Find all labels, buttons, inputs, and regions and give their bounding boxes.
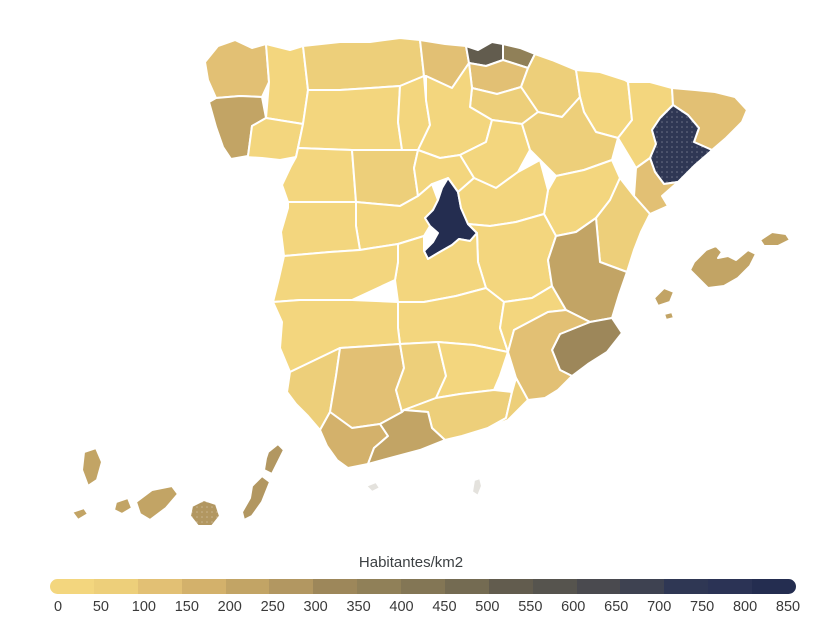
island-lanzarote[interactable]	[263, 443, 285, 475]
legend-color-segment	[225, 579, 270, 594]
legend-tick-label: 650	[604, 599, 629, 615]
legend-color-segment	[752, 579, 796, 594]
legend-color-segment	[50, 579, 94, 594]
province-guadalajara[interactable]	[457, 159, 549, 227]
legend-tick-label: 700	[647, 599, 672, 615]
province-toledo[interactable]	[394, 232, 487, 303]
legend-color-segment	[708, 579, 752, 594]
legend-tick-label: 0	[53, 599, 63, 615]
island-fuerteventura[interactable]	[241, 475, 271, 521]
legend-tick-labels: 0 50 100 150 200 250 300 350 400 450 500 550 600 650 7…	[0, 599, 822, 619]
island-menorca[interactable]	[759, 231, 791, 247]
legend-tick-label: 850	[775, 599, 801, 615]
legend-color-segment	[444, 579, 489, 594]
legend-color-segment	[401, 579, 445, 594]
province-sevilla[interactable]	[329, 343, 405, 429]
legend-tick-label: 500	[475, 599, 500, 615]
island-la-palma[interactable]	[81, 447, 103, 487]
province-tarragona[interactable]	[633, 157, 679, 215]
spain-choropleth-map	[71, 37, 791, 527]
map-container	[71, 37, 791, 527]
legend-tick-label: 50	[92, 599, 110, 615]
territory-melilla[interactable]	[471, 477, 483, 497]
legend-tick-label: 550	[518, 599, 543, 615]
legend-tick-label: 350	[346, 599, 371, 615]
province-lugo[interactable]	[265, 43, 309, 125]
legend-tick-label: 800	[732, 599, 758, 615]
island-mallorca[interactable]	[689, 245, 757, 289]
province-valencia[interactable]	[547, 217, 628, 323]
legend-color-segment	[664, 579, 709, 594]
legend-color-segment	[532, 579, 577, 594]
legend-color-segment	[620, 579, 665, 594]
legend-tick-label: 600	[561, 599, 586, 615]
legend-tick-label: 450	[432, 599, 457, 615]
legend-color-segment	[488, 579, 533, 594]
legend-color-segment	[357, 579, 401, 594]
territory-ceuta[interactable]	[365, 481, 381, 493]
legend-tick-label: 100	[131, 599, 156, 615]
province-malaga[interactable]	[367, 409, 446, 465]
legend-color-segment	[137, 579, 182, 594]
province-caceres[interactable]	[272, 243, 399, 303]
legend-tick-label: 250	[260, 599, 285, 615]
island-ibiza[interactable]	[653, 287, 675, 307]
province-ourense[interactable]	[244, 117, 304, 161]
province-asturias[interactable]	[302, 37, 425, 91]
density-legend: Habitantes/km2 0 50 100 150 200 250 300 350 400 4…	[0, 550, 822, 615]
province-almeria[interactable]	[487, 377, 529, 429]
province-valladolid[interactable]	[351, 149, 419, 207]
island-la-gomera[interactable]	[113, 497, 133, 515]
province-salamanca[interactable]	[280, 201, 361, 257]
legend-color-bar	[50, 579, 796, 594]
legend-color-segment	[313, 579, 358, 594]
legend-title: Habitantes/km2	[358, 554, 464, 571]
legend-color-segment	[181, 579, 226, 594]
island-tenerife[interactable]	[135, 485, 179, 521]
island-gran-canaria[interactable]	[189, 499, 221, 527]
island-el-hierro[interactable]	[71, 507, 89, 521]
legend-tick-label: 300	[303, 599, 328, 615]
legend-tick-label: 200	[217, 599, 242, 615]
province-leon[interactable]	[297, 85, 403, 151]
legend-tick-label: 400	[389, 599, 414, 615]
legend-tick-label: 150	[174, 599, 199, 615]
province-coruna[interactable]	[204, 39, 270, 99]
legend-color-segment	[93, 579, 138, 594]
island-formentera[interactable]	[663, 311, 675, 321]
legend-color-segment	[576, 579, 621, 594]
legend-color-segment	[269, 579, 314, 594]
legend-tick-label: 750	[690, 599, 715, 615]
